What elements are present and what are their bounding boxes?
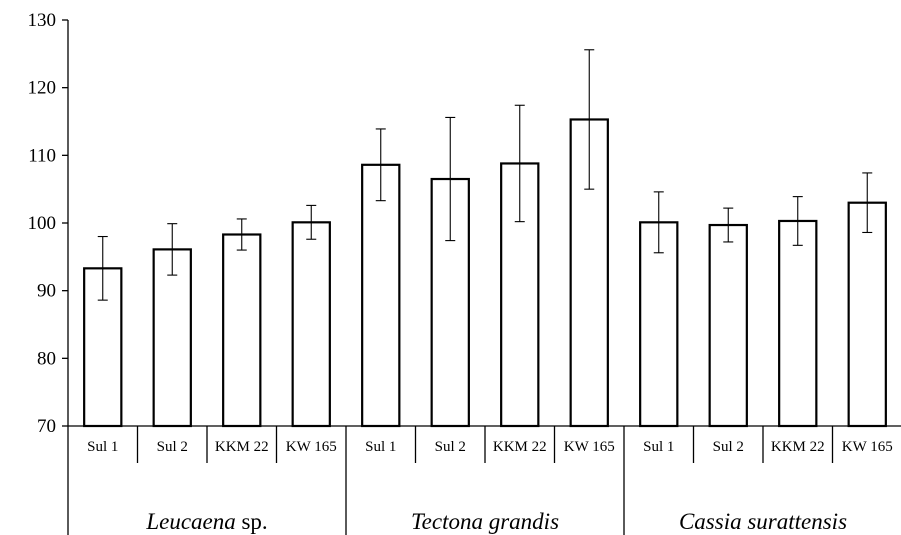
bar (222, 233, 262, 428)
y-tick-label: 110 (28, 145, 56, 166)
x-category-label: Sul 2 (435, 439, 466, 455)
y-tick-label: 70 (37, 416, 56, 437)
bar (778, 219, 818, 428)
x-category-label: KW 165 (286, 439, 337, 455)
x-category-label: KKM 22 (215, 439, 269, 455)
x-category-label: KKM 22 (493, 439, 547, 455)
x-axis: Sul 1 Sul 2 KKM 22 KW 165 Sul 1 Sul 2 KKM 22 KW… (67, 425, 901, 535)
bar (361, 163, 401, 428)
y-tick-label: 90 (37, 281, 56, 302)
x-category-label: Sul 2 (713, 439, 744, 455)
x-category-label: Sul 1 (87, 439, 118, 455)
bar (152, 248, 192, 428)
x-group-label: Cassia surattensis (679, 509, 847, 534)
x-category-label: Sul 1 (643, 439, 674, 455)
y-tick-label: 80 (37, 348, 56, 369)
x-group-label: Tectona grandis (411, 509, 559, 534)
y-tick-label: 120 (28, 78, 57, 99)
x-category-label: KW 165 (564, 439, 615, 455)
x-category-label: KKM 22 (771, 439, 825, 455)
bar (708, 223, 748, 428)
x-category-label: Sul 2 (157, 439, 188, 455)
x-group-label: Leucaena sp. (145, 509, 267, 534)
y-axis: 70 80 90 100 110 120 130 (28, 10, 69, 437)
y-tick-label: 100 (28, 213, 57, 234)
bar (291, 221, 331, 428)
x-category-label: KW 165 (842, 439, 893, 455)
y-tick-label: 130 (28, 10, 57, 31)
bars (83, 49, 887, 428)
bar (847, 201, 887, 428)
x-category-label: Sul 1 (365, 439, 396, 455)
